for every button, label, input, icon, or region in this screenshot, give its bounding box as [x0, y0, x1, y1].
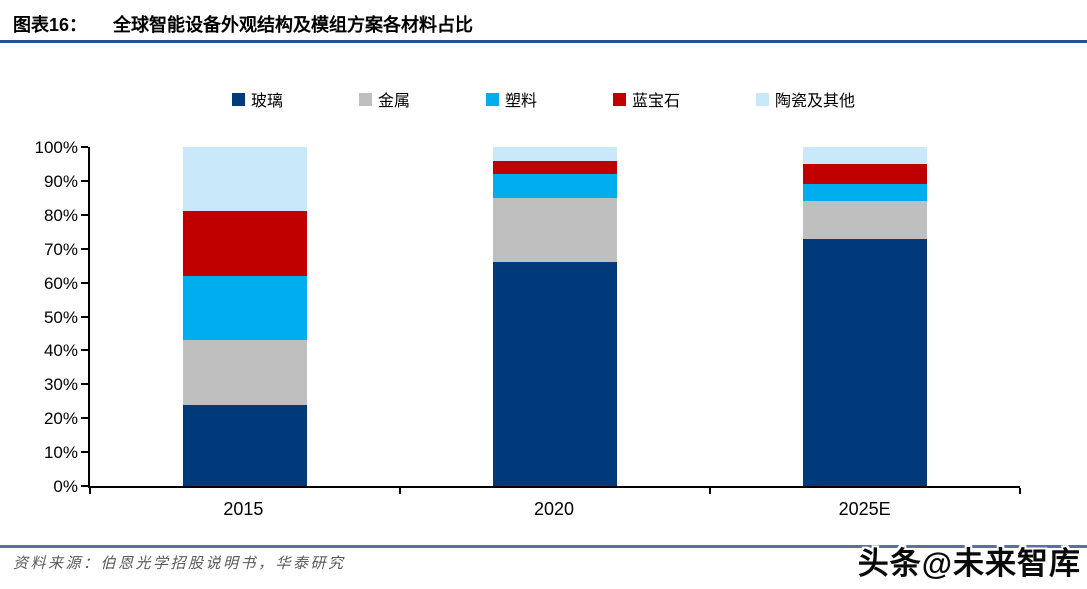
legend-item: 塑料: [485, 87, 537, 111]
legend-item: 陶瓷及其他: [756, 87, 855, 111]
x-tick-mark: [708, 488, 711, 494]
y-tick-label: 10%: [43, 443, 78, 463]
legend-swatch-icon: [231, 92, 245, 106]
x-axis-labels: 2015 2020 2025E: [88, 499, 1020, 520]
bar-slot: [710, 147, 1020, 486]
y-tick-label: 100%: [34, 138, 78, 157]
legend-label: 蓝宝石: [632, 93, 681, 110]
legend-swatch-icon: [756, 92, 770, 106]
bar-segment: [802, 238, 927, 486]
x-axis-label: 2015: [223, 499, 264, 519]
y-tick-label: 50%: [43, 307, 78, 327]
figure-header: 图表16： 全球智能设备外观结构及模组方案各材料占比: [13, 11, 473, 37]
y-tick-label: 40%: [43, 341, 78, 361]
legend-swatch-icon: [485, 92, 499, 106]
bar-slot: [400, 147, 710, 486]
legend-swatch-icon: [613, 92, 626, 106]
stacked-bar: [182, 147, 307, 486]
y-tick-mark: [81, 146, 88, 148]
bar-segment: [802, 184, 927, 202]
x-axis-label: 2020: [533, 499, 575, 519]
y-tick-mark: [81, 417, 88, 420]
bar-segment: [182, 275, 307, 341]
legend-label: 陶瓷及其他: [775, 93, 856, 110]
chart-legend: 玻璃 金属 塑料 蓝宝石 陶瓷及其他: [0, 87, 1087, 111]
bar-segment: [182, 211, 307, 276]
legend-item: 金属: [358, 87, 410, 111]
y-tick-mark: [81, 179, 88, 182]
bar-slot: [90, 147, 400, 486]
legend-item: 玻璃: [231, 87, 283, 111]
bar-segment: [492, 262, 617, 486]
figure-label: 图表16：: [13, 15, 88, 35]
y-tick-label: 0%: [53, 477, 78, 496]
legend-item: 蓝宝石: [613, 87, 680, 111]
stacked-bar-chart: 100% 90% 80% 70% 60% 50% 40% 30% 20% 10% 0%: [35, 139, 1021, 495]
y-tick-mark: [81, 383, 88, 386]
bar-segment: [802, 201, 927, 239]
y-tick-mark: [81, 213, 88, 216]
bar-segment: [492, 160, 617, 175]
y-tick-mark: [81, 485, 88, 487]
x-tick-mark: [398, 488, 401, 494]
legend-swatch-icon: [358, 92, 372, 106]
bar-segment: [802, 147, 927, 164]
y-tick-mark: [81, 315, 88, 318]
stacked-bar: [802, 147, 927, 486]
y-tick-label: 80%: [43, 205, 78, 225]
bar-segment: [492, 147, 617, 161]
y-tick-label: 60%: [43, 273, 78, 293]
y-tick-label: 90%: [43, 171, 78, 191]
source-note: 资料来源：伯恩光学招股说明书，华泰研究: [13, 556, 346, 572]
y-tick-label: 70%: [43, 239, 78, 259]
y-tick-label: 20%: [43, 409, 78, 429]
y-tick-label: 30%: [43, 375, 78, 395]
bar-segment: [182, 147, 307, 212]
watermark: 头条@未来智库: [857, 546, 1081, 581]
bar-segment: [802, 163, 927, 185]
x-tick-mark: [89, 488, 91, 494]
bar-segment: [182, 340, 307, 405]
y-tick-mark: [81, 451, 88, 454]
x-axis-label: 2025E: [838, 499, 891, 519]
legend-label: 金属: [377, 93, 410, 110]
bar-segment: [492, 197, 617, 263]
footer-divider: [0, 545, 1087, 548]
y-tick-mark: [81, 281, 88, 284]
x-tick-mark: [1019, 488, 1021, 494]
figure-title: 全球智能设备外观结构及模组方案各材料占比: [113, 15, 474, 35]
bar-segment: [182, 404, 307, 486]
legend-label: 塑料: [504, 93, 537, 110]
y-tick-mark: [81, 349, 88, 352]
title-divider: [0, 40, 1087, 43]
bar-segment: [492, 174, 617, 198]
legend-label: 玻璃: [250, 93, 283, 110]
stacked-bar: [492, 147, 617, 486]
y-tick-mark: [81, 247, 88, 250]
